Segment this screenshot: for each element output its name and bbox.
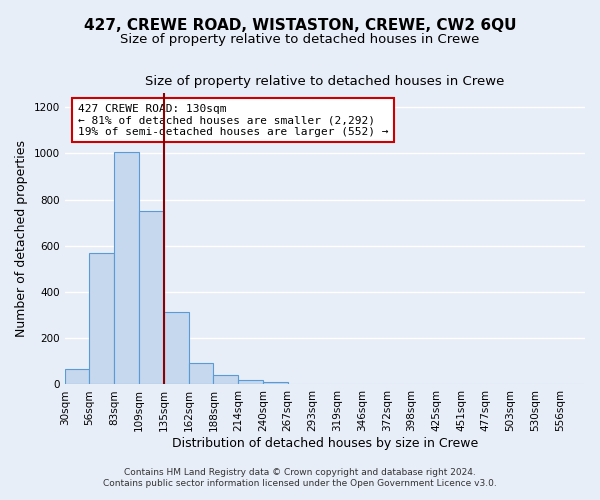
Bar <box>238 380 263 384</box>
Bar <box>89 253 114 384</box>
Text: Contains HM Land Registry data © Crown copyright and database right 2024.
Contai: Contains HM Land Registry data © Crown c… <box>103 468 497 487</box>
X-axis label: Distribution of detached houses by size in Crewe: Distribution of detached houses by size … <box>172 437 478 450</box>
Title: Size of property relative to detached houses in Crewe: Size of property relative to detached ho… <box>145 75 505 88</box>
Text: Size of property relative to detached houses in Crewe: Size of property relative to detached ho… <box>121 32 479 46</box>
Y-axis label: Number of detached properties: Number of detached properties <box>15 140 28 338</box>
Bar <box>114 152 139 384</box>
Bar <box>164 312 188 384</box>
Text: 427, CREWE ROAD, WISTASTON, CREWE, CW2 6QU: 427, CREWE ROAD, WISTASTON, CREWE, CW2 6… <box>84 18 516 32</box>
Bar <box>139 211 164 384</box>
Bar <box>214 375 238 384</box>
Bar <box>188 362 214 384</box>
Bar <box>263 382 287 384</box>
Text: 427 CREWE ROAD: 130sqm
← 81% of detached houses are smaller (2,292)
19% of semi-: 427 CREWE ROAD: 130sqm ← 81% of detached… <box>77 104 388 136</box>
Bar <box>65 370 89 384</box>
